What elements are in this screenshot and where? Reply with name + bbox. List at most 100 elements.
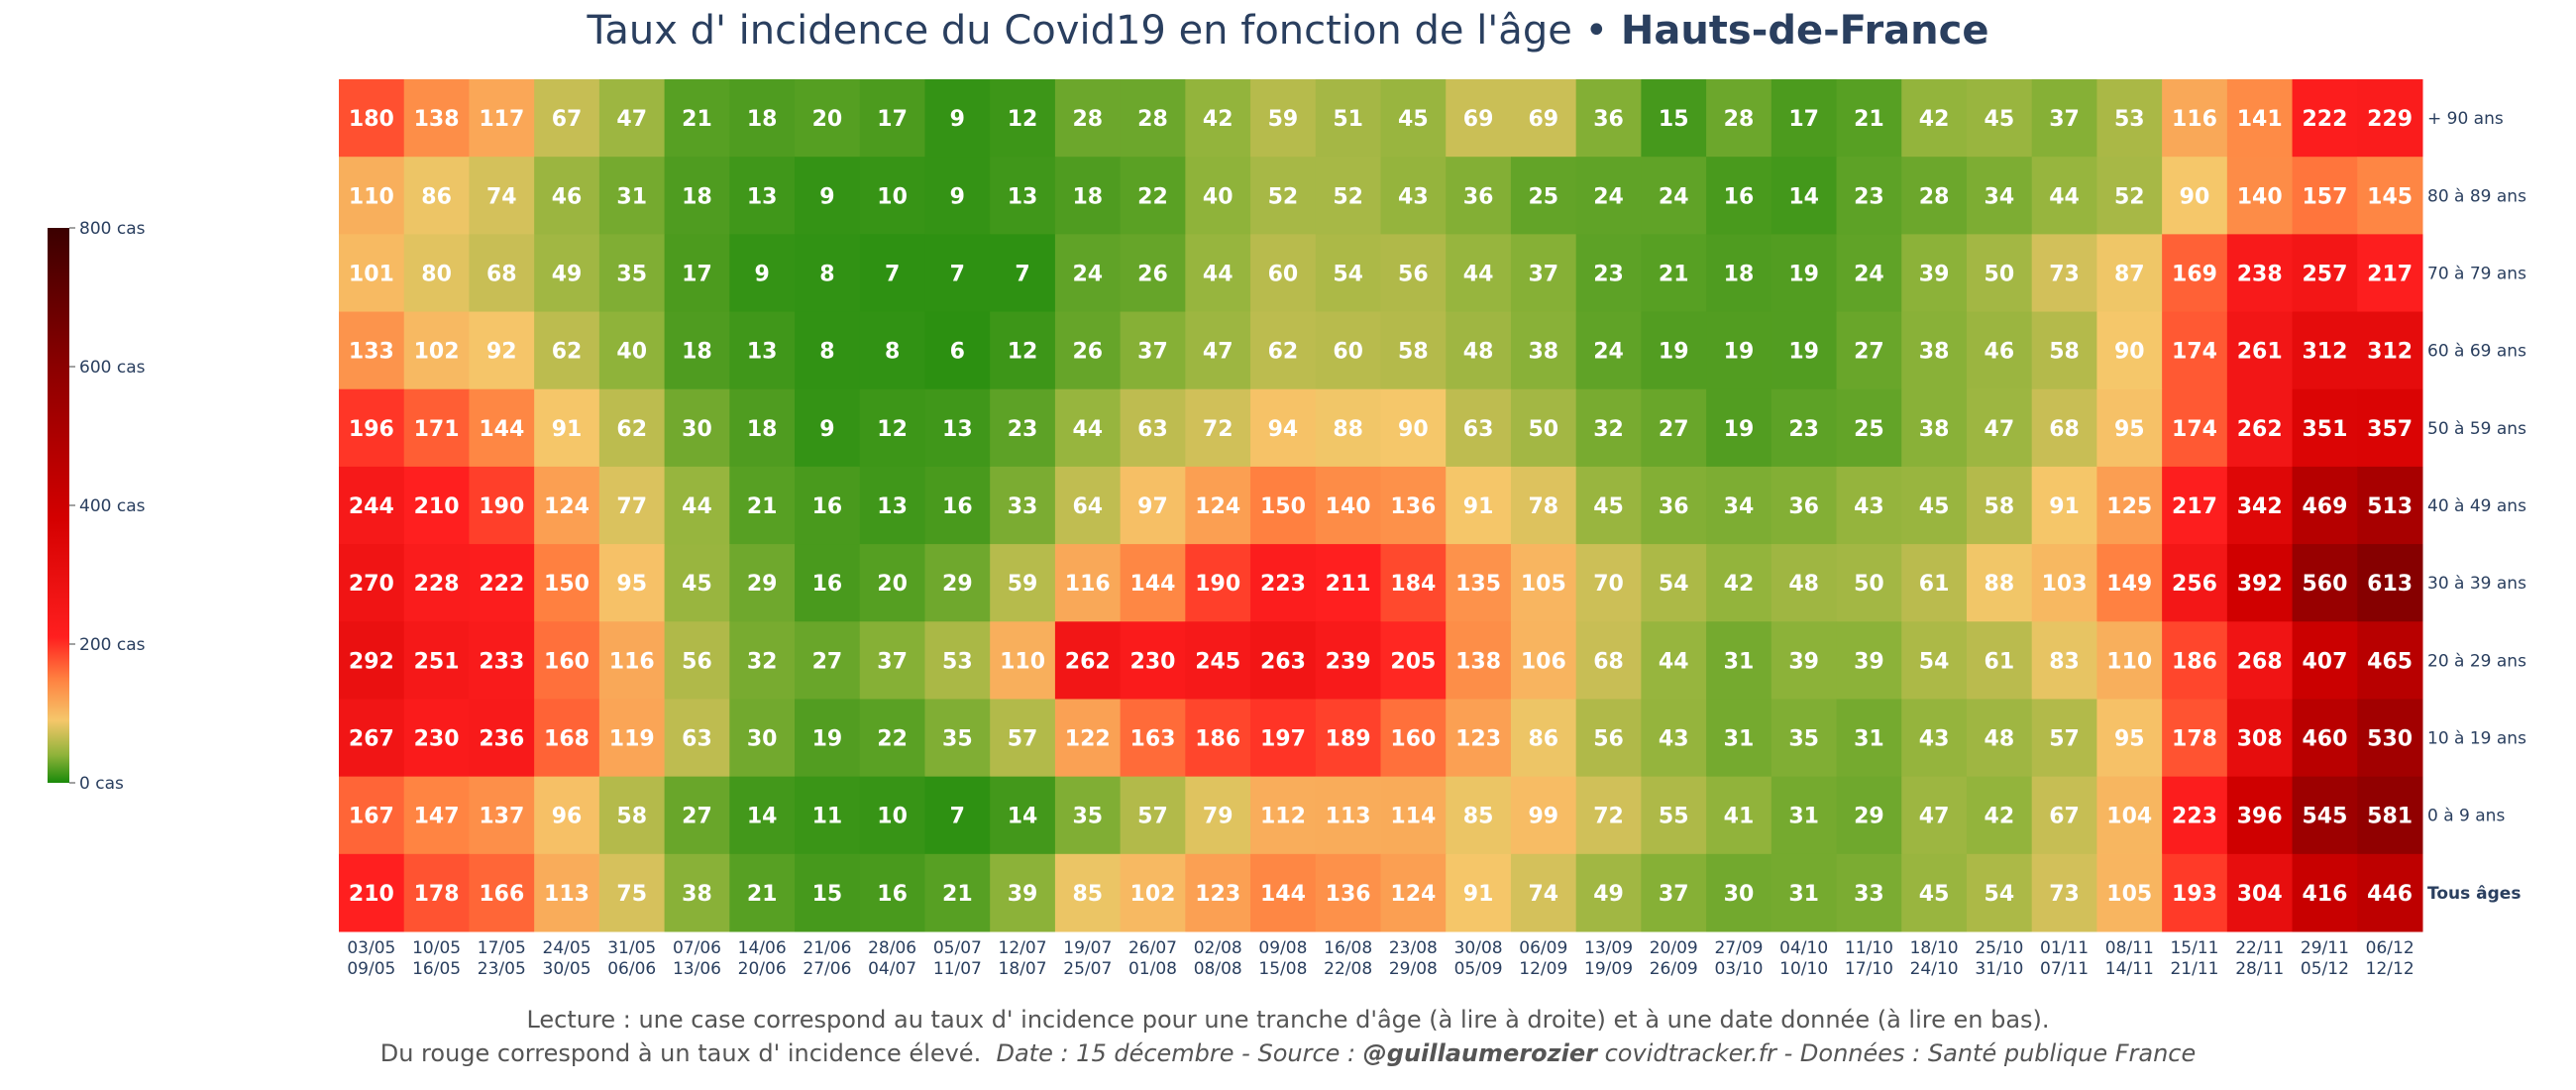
heatmap-cell [1120, 699, 1186, 778]
cell-value-label: 11 [812, 805, 843, 829]
heatmap-cell [1315, 544, 1381, 622]
cell-value-label: 469 [2302, 494, 2347, 519]
cell-value-label: 351 [2302, 417, 2347, 442]
cell-value-label: 31 [1788, 805, 1819, 829]
heatmap-cell [1771, 776, 1838, 855]
heatmap-cell [1380, 621, 1447, 700]
heatmap-cell [339, 853, 405, 932]
cell-value-label: 116 [2172, 107, 2217, 132]
heatmap-cell [534, 157, 600, 235]
heatmap-cell [2096, 466, 2163, 545]
cell-value-label: 416 [2302, 882, 2347, 907]
cell-value-label: 91 [1463, 494, 1494, 519]
cell-value-label: 54 [1659, 572, 1689, 597]
cell-value-label: 106 [1521, 649, 1566, 674]
heatmap-cell [1446, 544, 1512, 622]
cell-value-label: 119 [609, 727, 655, 752]
cell-value-label: 10 [877, 805, 908, 829]
heatmap-cell [924, 234, 991, 313]
cell-value-label: 7 [1015, 262, 1029, 286]
heatmap-cell [1706, 776, 1772, 855]
heatmap-cell [1315, 311, 1381, 390]
heatmap-cell [1120, 776, 1186, 855]
cell-value-label: 14 [1788, 184, 1819, 209]
heatmap-cell [598, 311, 666, 390]
heatmap-cell [1641, 79, 1707, 158]
heatmap-cell [729, 776, 796, 855]
cell-value-label: 38 [1528, 340, 1558, 365]
heatmap-cell [403, 776, 470, 855]
cell-value-label: 45 [1985, 107, 2015, 132]
cell-value-label: 12 [1008, 107, 1038, 132]
heatmap-cell [1901, 79, 1968, 158]
cell-value-label: 53 [942, 649, 973, 674]
heatmap-cell [598, 544, 666, 622]
heatmap-cell [2357, 776, 2423, 855]
cell-value-label: 124 [544, 494, 590, 519]
heatmap-cell [1836, 311, 1902, 390]
cell-value-label: 205 [1390, 649, 1436, 674]
cell-value-label: 63 [1137, 417, 1168, 442]
cell-value-label: 18 [747, 417, 778, 442]
cell-value-label: 163 [1130, 727, 1176, 752]
heatmap-cell [403, 388, 470, 468]
cell-value-label: 13 [1008, 184, 1038, 209]
cell-value-label: 88 [1333, 417, 1363, 442]
heatmap-cell [1575, 544, 1642, 622]
cell-value-label: 55 [1659, 805, 1689, 829]
x-tick-label: 08/11 14/11 [2105, 938, 2154, 979]
cell-value-label: 150 [1260, 494, 1306, 519]
heatmap-cell [598, 157, 666, 235]
heatmap-cell [795, 157, 861, 235]
cell-value-label: 113 [1326, 805, 1371, 829]
cell-value-label: 304 [2237, 882, 2283, 907]
cell-value-label: 52 [1268, 184, 1299, 209]
heatmap-cell [534, 234, 600, 313]
cell-value-label: 13 [942, 417, 973, 442]
cell-value-label: 13 [877, 494, 908, 519]
heatmap-cell [1901, 776, 1968, 855]
cell-value-label: 90 [2180, 184, 2210, 209]
heatmap-cell [1771, 699, 1838, 778]
heatmap-cell [1120, 853, 1186, 932]
cell-value-label: 44 [2049, 184, 2080, 209]
heatmap-cell [1380, 699, 1447, 778]
cell-value-label: 125 [2106, 494, 2152, 519]
cell-value-label: 30 [747, 727, 778, 752]
cell-value-label: 169 [2172, 262, 2217, 286]
x-tick-label: 26/07 01/08 [1128, 938, 1177, 979]
cell-value-label: 178 [2172, 727, 2217, 752]
cell-value-label: 90 [1398, 417, 1429, 442]
heatmap-cell [664, 311, 730, 390]
cell-value-label: 357 [2367, 417, 2413, 442]
heatmap-cell [1966, 776, 2033, 855]
cell-value-label: 9 [950, 107, 965, 132]
cell-value-label: 95 [2114, 417, 2145, 442]
heatmap-cell [2226, 234, 2294, 313]
cell-value-label: 26 [1137, 262, 1168, 286]
cell-value-label: 236 [479, 727, 524, 752]
cell-value-label: 67 [552, 107, 583, 132]
heatmap-cell [664, 157, 730, 235]
heatmap-cell [1380, 544, 1447, 622]
cell-value-label: 180 [349, 107, 394, 132]
heatmap-cell [990, 79, 1056, 158]
cell-value-label: 57 [1008, 727, 1038, 752]
heatmap-cell [1380, 234, 1447, 313]
cell-value-label: 54 [1919, 649, 1950, 674]
heatmap-cell [1185, 853, 1251, 932]
cell-value-label: 124 [1195, 494, 1240, 519]
heatmap-cell [1185, 466, 1251, 545]
cell-value-label: 123 [1455, 727, 1501, 752]
heatmap-cell [1966, 79, 2033, 158]
cell-value-label: 42 [1919, 107, 1950, 132]
heatmap-cell [924, 776, 991, 855]
x-tick-label: 27/09 03/10 [1714, 938, 1763, 979]
heatmap-cell [1510, 234, 1577, 313]
heatmap-cell [2096, 853, 2163, 932]
cell-value-label: 46 [1985, 340, 2015, 365]
cell-value-label: 97 [1137, 494, 1168, 519]
heatmap-cell [534, 311, 600, 390]
cell-value-label: 116 [609, 649, 655, 674]
cell-value-label: 105 [2106, 882, 2152, 907]
